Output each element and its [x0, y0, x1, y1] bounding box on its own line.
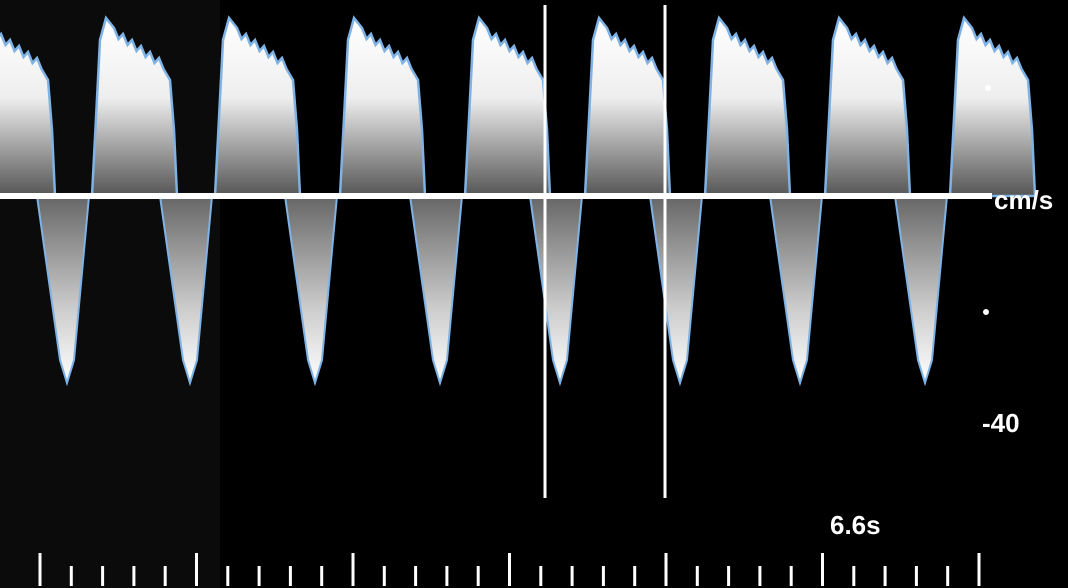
- page: {"labels": {"unit": "cm/s", "scale": "-4…: [0, 0, 1068, 588]
- scale-label: -40: [982, 408, 1020, 438]
- time-label: 6.6s: [830, 510, 881, 540]
- scale-dot: [983, 309, 989, 315]
- unit-label: cm/s: [994, 185, 1053, 215]
- scale-dot: [985, 85, 991, 91]
- doppler-display: cm/s -40 6.6s: [0, 0, 1068, 588]
